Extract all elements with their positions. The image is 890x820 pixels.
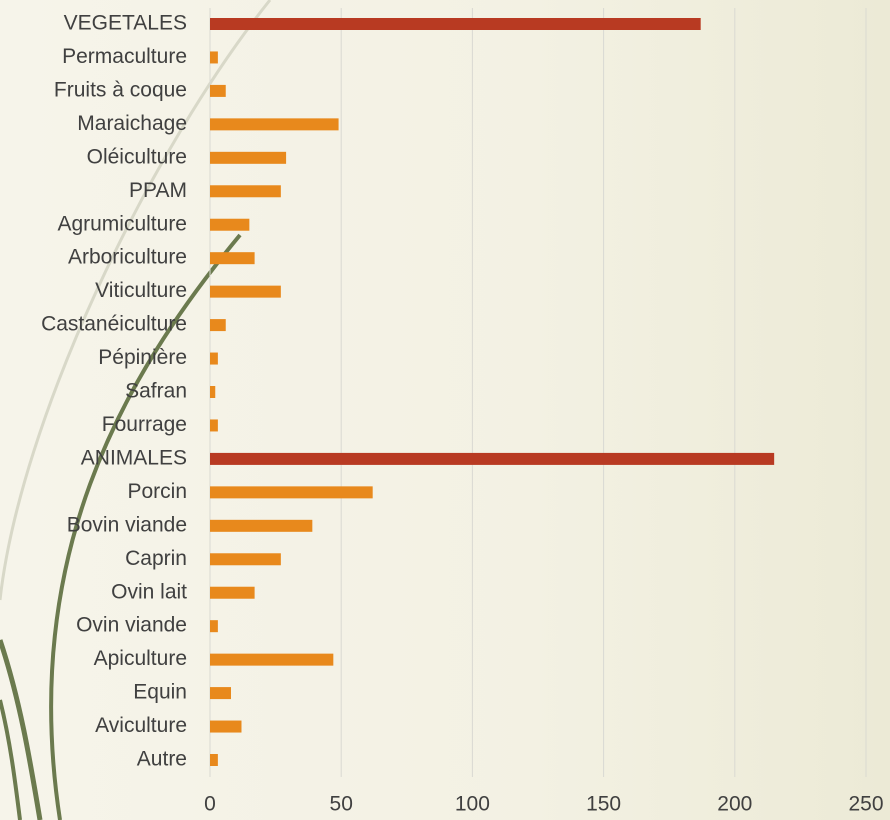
y-tick-label: Maraichage	[77, 112, 187, 135]
bar	[210, 151, 287, 164]
bar	[210, 386, 216, 398]
y-tick-label: ANIMALES	[81, 446, 187, 469]
y-tick-label: Ovin lait	[111, 580, 187, 603]
bar	[210, 720, 242, 733]
y-tick-label: Arboriculture	[68, 246, 187, 269]
bar	[210, 185, 281, 198]
y-tick-label: Caprin	[125, 547, 187, 570]
bar	[210, 218, 250, 231]
bar	[210, 553, 281, 566]
y-tick-label: Castanéiculture	[41, 313, 187, 336]
bar	[210, 419, 218, 432]
y-tick-label: Autre	[137, 748, 187, 771]
bar	[210, 519, 313, 532]
y-tick-label: VEGETALES	[64, 12, 187, 35]
bar	[210, 586, 255, 599]
y-tick-label: Porcin	[127, 480, 187, 503]
bar	[210, 486, 373, 499]
x-tick-label: 50	[330, 793, 353, 816]
bar	[210, 285, 281, 298]
y-tick-label: Equin	[133, 681, 187, 704]
x-tick-label: 100	[455, 793, 490, 816]
bar	[210, 18, 701, 30]
bar	[210, 252, 255, 265]
y-tick-label: Fourrage	[102, 413, 187, 436]
bar	[210, 653, 334, 666]
bar	[210, 620, 218, 633]
x-tick-label: 250	[848, 793, 883, 816]
decoration	[0, 0, 272, 820]
y-tick-label: PPAM	[129, 179, 187, 202]
y-tick-label: Safran	[125, 380, 187, 403]
bar	[210, 452, 775, 465]
bar	[210, 84, 226, 97]
bar	[210, 754, 218, 766]
y-tick-label: Aviculture	[95, 714, 187, 737]
y-tick-label: Apiculture	[94, 647, 187, 670]
y-tick-label: Viticulture	[95, 279, 187, 302]
y-tick-label: Agrumiculture	[57, 212, 187, 235]
y-tick-label: Permaculture	[62, 45, 187, 68]
bar	[210, 319, 226, 332]
bar	[210, 51, 218, 64]
y-tick-label: Oléiculture	[87, 145, 187, 168]
y-tick-label: Ovin viande	[76, 614, 187, 637]
x-tick-label: 150	[586, 793, 621, 816]
y-tick-label: Bovin viande	[67, 513, 187, 536]
bar	[210, 687, 231, 700]
y-tick-label: Pépinière	[98, 346, 187, 369]
bar	[210, 352, 218, 365]
x-tick-label: 0	[204, 793, 216, 816]
bar	[210, 118, 339, 131]
x-tick-label: 200	[717, 793, 752, 816]
y-tick-label: Fruits à coque	[54, 78, 187, 101]
